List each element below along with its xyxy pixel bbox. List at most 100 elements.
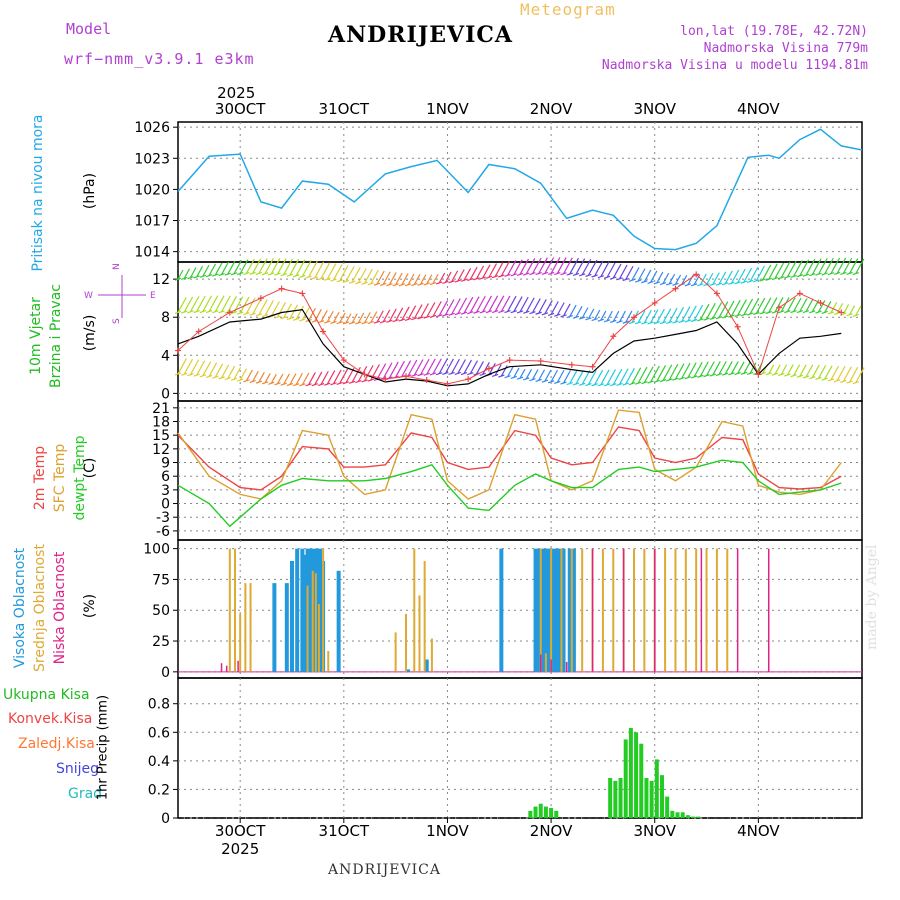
- precip-bar-18: [670, 810, 675, 818]
- precip-bar-9: [623, 739, 628, 818]
- wind-barb-2-14: [264, 373, 271, 384]
- wind-barb-1-76: [650, 309, 659, 324]
- wind-barb-base-1-102: [809, 310, 816, 314]
- bottom-date-label-3: 2NOV: [530, 822, 573, 840]
- wind-barb-base-2-63: [566, 381, 573, 386]
- wind-barb-base-2-92: [746, 371, 754, 375]
- wind-barb-base-2-95: [765, 372, 772, 376]
- wind-barb-0-16: [276, 258, 287, 275]
- precip-bar-22: [691, 816, 696, 818]
- wind-barb-2-4: [202, 361, 212, 377]
- cloud-bar-1-5: [306, 585, 309, 672]
- wind-barb-0-19: [295, 259, 306, 277]
- wind-barb-base-2-42: [435, 372, 443, 376]
- wind-barb-2-17: [283, 373, 290, 385]
- wind-barb-2-51: [494, 364, 502, 376]
- wind-barb-2-87: [718, 361, 727, 375]
- wind-barb-base-2-11: [243, 379, 250, 383]
- top-date-label-3: 2NOV: [530, 100, 573, 118]
- wind-barb-base-2-80: [672, 377, 679, 381]
- cloud-bar-1-9: [322, 548, 325, 672]
- wind-gust-marker-3: [257, 295, 264, 302]
- wind-barb-1-55: [519, 296, 529, 313]
- wind-barb-0-60: [550, 257, 561, 274]
- wind-barb-1-15: [270, 301, 280, 317]
- wind-barb-base-2-28: [348, 380, 356, 384]
- bottom-date-label-1: 31OCT: [319, 822, 370, 840]
- wind-barb-1-87: [718, 301, 729, 318]
- wind-barb-1-22: [314, 308, 322, 322]
- cloud-bar-0-15: [499, 548, 504, 672]
- cloud-bar-1-0: [228, 548, 231, 672]
- wind-barb-0-63: [569, 257, 579, 275]
- wind-barb-2-90: [737, 361, 745, 374]
- wind-gust-marker-11: [423, 377, 430, 384]
- wind-barb-1-1: [183, 296, 194, 313]
- wind-barb-2-77: [656, 365, 667, 382]
- wind-barb-base-2-12: [249, 379, 256, 384]
- wind-barb-base-0-29: [355, 281, 362, 285]
- wind-barb-base-0-95: [765, 277, 772, 281]
- wind-barb-base-1-85: [703, 317, 710, 321]
- wind-barb-base-1-84: [697, 318, 704, 322]
- wind-barb-2-34: [388, 361, 399, 379]
- ytick-label-2-1: -3: [156, 510, 170, 526]
- wind-barb-base-1-64: [572, 315, 580, 319]
- wind-barb-1-80: [674, 307, 685, 323]
- wind-barb-2-97: [780, 364, 788, 375]
- wind-barb-base-1-59: [541, 312, 549, 316]
- wind-barb-0-13: [258, 258, 268, 274]
- cloud-bar-2-6: [591, 548, 594, 672]
- wind-barb-0-0: [177, 269, 184, 280]
- wind-barb-1-60: [550, 301, 559, 315]
- wind-barb-0-35: [395, 272, 403, 286]
- wind-barb-base-0-35: [392, 283, 399, 287]
- wind-barb-base-1-55: [516, 310, 524, 314]
- wind-barb-base-2-10: [236, 378, 244, 382]
- wind-barb-2-39: [419, 358, 430, 376]
- wind-barb-1-108: [849, 305, 856, 316]
- wind-barb-2-72: [625, 368, 635, 385]
- precip-bar-14: [649, 780, 654, 818]
- cloud-bar-0-13: [406, 669, 411, 672]
- panel-frame-1: [177, 261, 863, 402]
- station-title: ANDRIJEVICA: [328, 22, 513, 48]
- cloud-bar-1-35: [715, 548, 718, 672]
- wind-barb-base-1-108: [846, 313, 853, 317]
- wind-barb-base-1-46: [460, 311, 468, 315]
- wind-barb-base-2-58: [535, 378, 542, 382]
- wind-barb-1-40: [426, 302, 436, 318]
- wind-barb-0-78: [662, 272, 670, 284]
- wind-barb-base-0-104: [821, 272, 828, 276]
- wind-barb-0-54: [513, 259, 523, 276]
- wind-barb-0-100: [799, 259, 810, 277]
- wind-barb-2-1: [183, 358, 194, 375]
- wind-barb-1-34: [388, 308, 397, 322]
- precip-bar-0: [528, 810, 533, 818]
- cloud-bar-2-8: [653, 548, 656, 672]
- wind-barb-base-2-27: [342, 381, 350, 385]
- wind-barb-base-2-38: [411, 373, 418, 377]
- wind-barb-base-2-79: [666, 378, 673, 382]
- wind-barb-base-1-33: [380, 320, 387, 324]
- top-date-label-4: 3NOV: [633, 100, 676, 118]
- wind-barb-base-1-91: [740, 313, 748, 317]
- wind-barb-2-36: [401, 360, 412, 377]
- wind-barb-base-1-26: [336, 321, 343, 325]
- wind-barb-2-89: [730, 361, 739, 375]
- wind-barb-2-54: [513, 367, 520, 378]
- ytick-label-0-0: 1014: [134, 245, 170, 261]
- wind-barb-base-0-96: [771, 276, 779, 281]
- wind-barb-base-2-40: [423, 372, 430, 376]
- wind-barb-base-0-73: [628, 278, 636, 282]
- wind-barb-1-94: [761, 297, 772, 314]
- wind-barb-0-1: [183, 268, 190, 279]
- cloud-bar-1-6: [311, 570, 314, 672]
- wind-barb-base-0-26: [336, 279, 343, 283]
- wind-barb-1-24: [326, 310, 334, 323]
- wind-barb-2-37: [407, 359, 418, 377]
- wind-barb-base-1-1: [181, 310, 188, 314]
- wind-barb-base-0-103: [815, 272, 822, 276]
- wind-barb-0-93: [755, 265, 765, 282]
- wind-barb-base-0-39: [417, 282, 424, 286]
